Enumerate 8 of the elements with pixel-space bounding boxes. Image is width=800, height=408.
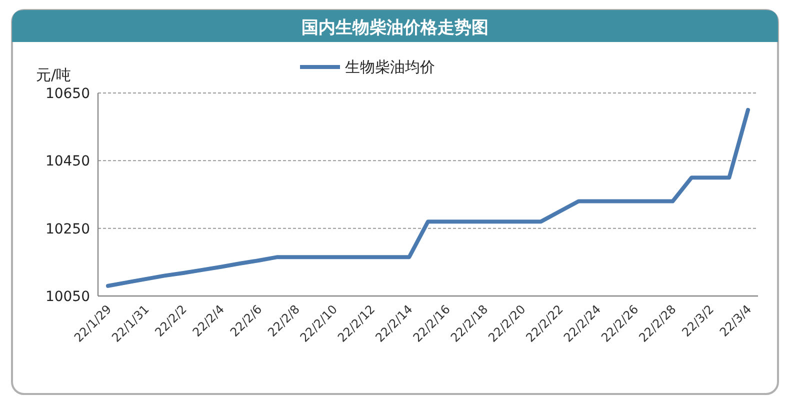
y-tick-label: 10450 — [45, 154, 90, 170]
y-tick-label: 10650 — [45, 86, 90, 102]
line-series — [106, 108, 750, 288]
y-tick-label: 10250 — [45, 221, 90, 238]
y-axis-title: 元/吨 — [36, 66, 72, 84]
legend-label: 生物柴油均价 — [345, 58, 435, 76]
chart-title: 国内生物柴油价格走势图 — [302, 18, 488, 38]
y-tick-label: 10050 — [45, 289, 90, 305]
